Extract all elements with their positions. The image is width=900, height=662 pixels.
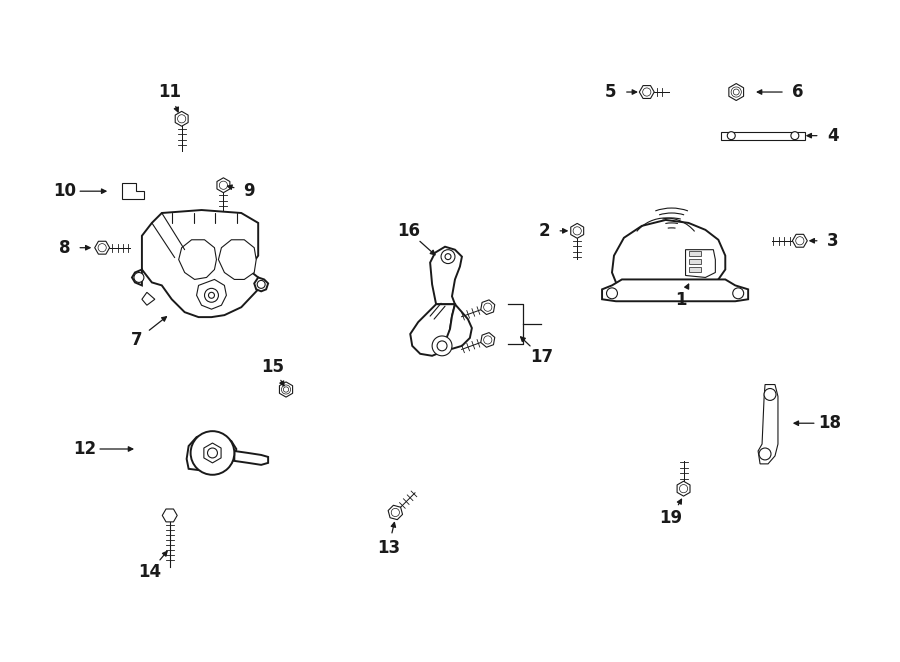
Text: 9: 9 — [243, 182, 255, 200]
Circle shape — [208, 448, 218, 458]
Polygon shape — [217, 178, 230, 193]
Polygon shape — [176, 111, 188, 126]
Circle shape — [98, 244, 106, 252]
Circle shape — [282, 385, 291, 394]
Polygon shape — [254, 277, 268, 291]
Polygon shape — [219, 240, 256, 279]
Polygon shape — [204, 443, 221, 463]
Polygon shape — [186, 433, 237, 471]
Text: 8: 8 — [58, 239, 70, 257]
Circle shape — [437, 341, 447, 351]
Circle shape — [209, 293, 214, 299]
Text: 11: 11 — [158, 83, 181, 101]
Polygon shape — [142, 210, 258, 317]
Text: 10: 10 — [53, 182, 76, 200]
Polygon shape — [729, 83, 743, 101]
Circle shape — [727, 132, 735, 140]
Circle shape — [257, 281, 266, 289]
Circle shape — [573, 227, 581, 235]
Circle shape — [177, 115, 185, 123]
Polygon shape — [602, 279, 748, 301]
Text: 14: 14 — [139, 563, 161, 581]
Text: 2: 2 — [538, 222, 550, 240]
Circle shape — [791, 132, 799, 140]
Text: 13: 13 — [377, 539, 400, 557]
Polygon shape — [688, 251, 701, 256]
Polygon shape — [481, 332, 495, 348]
Polygon shape — [445, 305, 472, 349]
Polygon shape — [571, 223, 584, 238]
Text: 5: 5 — [605, 83, 617, 101]
Polygon shape — [688, 267, 701, 271]
Circle shape — [204, 289, 219, 303]
Polygon shape — [612, 220, 725, 289]
Polygon shape — [688, 259, 701, 263]
Circle shape — [759, 448, 771, 460]
Polygon shape — [388, 505, 402, 520]
Polygon shape — [721, 132, 805, 140]
Circle shape — [441, 250, 455, 263]
Circle shape — [643, 88, 651, 96]
Text: 6: 6 — [792, 83, 804, 101]
Circle shape — [445, 254, 451, 260]
Circle shape — [284, 387, 289, 392]
Circle shape — [796, 237, 804, 245]
Text: 4: 4 — [827, 126, 839, 145]
Circle shape — [734, 89, 739, 95]
Polygon shape — [430, 247, 462, 305]
Polygon shape — [122, 183, 144, 199]
Polygon shape — [179, 240, 217, 279]
Polygon shape — [481, 300, 495, 314]
Polygon shape — [162, 509, 177, 522]
Text: 17: 17 — [530, 348, 553, 366]
Circle shape — [392, 508, 400, 516]
Text: 12: 12 — [73, 440, 95, 458]
Text: 18: 18 — [818, 414, 842, 432]
Circle shape — [607, 288, 617, 299]
Polygon shape — [94, 241, 110, 254]
Text: 3: 3 — [827, 232, 839, 250]
Polygon shape — [686, 250, 716, 277]
Circle shape — [220, 181, 228, 189]
Circle shape — [191, 431, 234, 475]
Polygon shape — [279, 382, 292, 397]
Text: 1: 1 — [675, 291, 687, 309]
Circle shape — [134, 273, 144, 283]
Polygon shape — [234, 451, 268, 465]
Circle shape — [432, 336, 452, 355]
Circle shape — [764, 389, 776, 401]
Polygon shape — [142, 293, 155, 305]
Polygon shape — [410, 305, 455, 355]
Text: 7: 7 — [131, 331, 143, 349]
Circle shape — [483, 303, 492, 311]
Polygon shape — [792, 234, 807, 247]
Circle shape — [483, 336, 492, 344]
Circle shape — [733, 288, 743, 299]
Polygon shape — [196, 279, 227, 309]
Polygon shape — [758, 385, 778, 464]
Polygon shape — [677, 481, 690, 496]
Text: 16: 16 — [397, 222, 419, 240]
Polygon shape — [639, 85, 654, 99]
Polygon shape — [132, 269, 142, 285]
Circle shape — [680, 485, 688, 493]
Text: 15: 15 — [262, 357, 284, 376]
Text: 19: 19 — [659, 510, 682, 528]
Circle shape — [731, 87, 742, 97]
